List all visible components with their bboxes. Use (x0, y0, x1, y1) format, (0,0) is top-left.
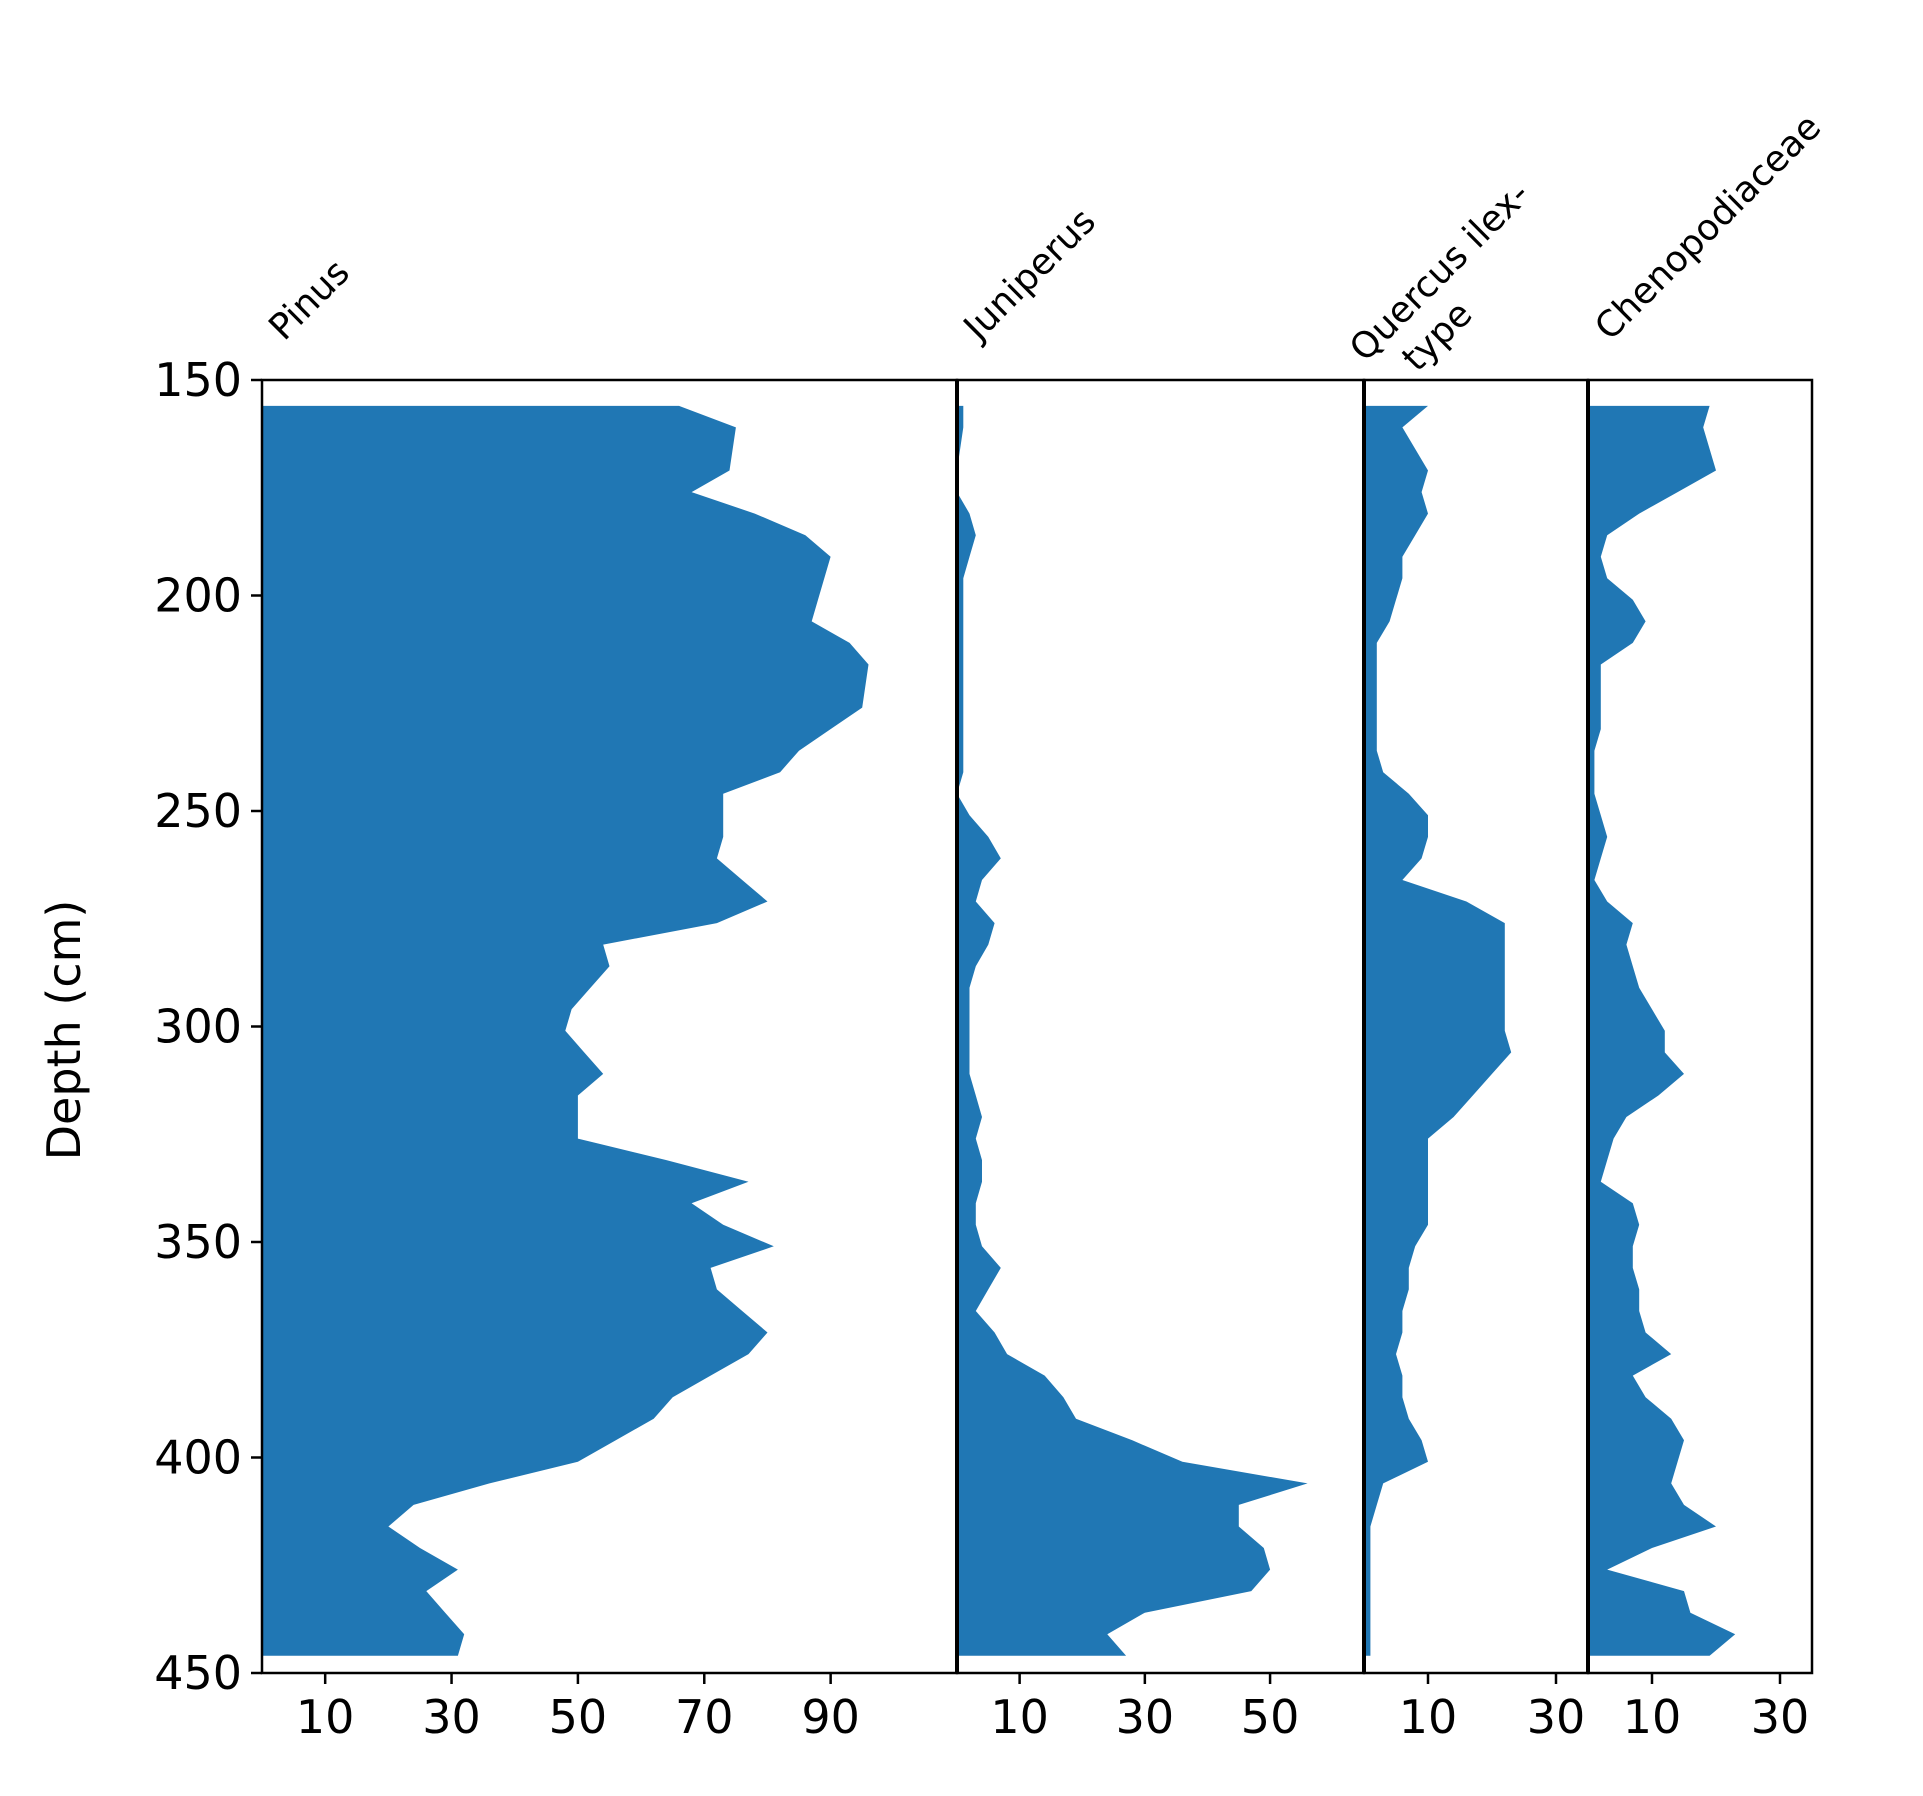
y-tick-label: 350 (154, 1215, 242, 1269)
taxon-label: Juniperus (955, 201, 1104, 350)
y-tick-label: 400 (154, 1431, 242, 1485)
y-axis-title: Depth (cm) (37, 900, 91, 1161)
x-tick-label: 30 (1527, 1690, 1586, 1744)
x-tick-label: 10 (990, 1690, 1049, 1744)
area-series-1 (957, 405, 1308, 1656)
area-series-0 (262, 405, 869, 1656)
x-tick-label: 10 (1623, 1690, 1682, 1744)
y-tick-label: 250 (154, 784, 242, 838)
y-tick-label: 450 (154, 1646, 242, 1700)
y-tick-label: 200 (154, 569, 242, 623)
taxon-label: Pinus (261, 252, 357, 348)
taxon-label: Chenopodiaceae (1587, 107, 1829, 349)
panel-0: 10 30 50 70 90 Pinus (260, 252, 959, 1744)
y-tick-label: 300 (154, 1000, 242, 1054)
x-tick-label: 10 (296, 1690, 355, 1744)
x-tick-label: 30 (1116, 1690, 1175, 1744)
panel-1: 10 30 50 Juniperus (955, 201, 1366, 1744)
x-tick-label: 90 (801, 1690, 860, 1744)
x-tick-label: 50 (549, 1690, 608, 1744)
x-tick-label: 30 (422, 1690, 481, 1744)
panel-3: 10 30 Chenopodiaceae (1586, 107, 1829, 1744)
x-tick-label: 30 (1751, 1690, 1810, 1744)
taxon-label: Quercus ilex-type (1342, 174, 1569, 401)
x-tick-label: 10 (1399, 1690, 1458, 1744)
y-tick-label: 150 (154, 353, 242, 407)
panel-2: 10 30 Quercus ilex-type (1342, 174, 1590, 1744)
area-series-2 (1364, 405, 1512, 1656)
x-tick-label: 50 (1241, 1690, 1300, 1744)
area-series-3 (1588, 405, 1736, 1656)
y-axis: 150 200 250 300 350 400 450 (154, 353, 262, 1700)
panels: 10 30 50 70 90 Pinus 10 30 50 Juniperus 10 30 Quercu… (260, 107, 1829, 1744)
x-tick-label: 70 (675, 1690, 734, 1744)
